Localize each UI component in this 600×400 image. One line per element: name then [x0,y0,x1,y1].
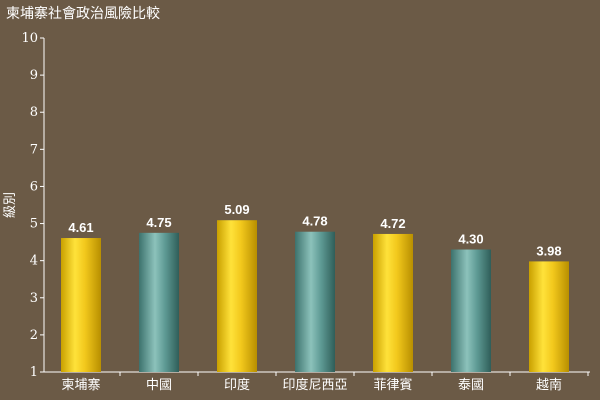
y-tick-label: 8 [30,105,38,120]
y-tick-label: 10 [21,31,38,46]
y-tick-label: 2 [30,328,38,343]
category-label: 柬埔寨 [61,377,100,393]
category-label: 越南 [536,377,562,393]
y-tick-label: 9 [30,68,38,83]
bars [61,220,569,372]
y-tick-label: 4 [30,254,38,269]
category-label: 中國 [146,378,172,393]
value-label: 4.61 [68,220,93,235]
value-label: 4.30 [458,232,483,247]
bar [139,232,179,372]
value-label: 4.75 [146,215,171,230]
value-label: 4.72 [380,216,405,231]
bar [529,261,569,372]
y-tick-label: 5 [30,217,38,232]
value-label: 5.09 [224,202,249,217]
category-label: 印度 [224,377,250,393]
bar [373,233,413,372]
category-label: 印度尼西亞 [282,377,347,393]
bar [451,249,491,372]
category-label: 菲律賓 [373,377,412,393]
bar [295,231,335,372]
bar [61,238,101,372]
y-tick-label: 6 [30,179,38,194]
y-tick-label: 3 [30,291,38,306]
value-label: 4.78 [302,214,327,229]
y-axis-label: 級別 [3,192,18,218]
chart-title: 柬埔寨社會政治風險比較 [6,6,160,22]
y-tick-label: 1 [30,365,38,380]
y-tick-label: 7 [30,142,38,157]
labels: 4.61 柬埔寨 4.75 中國 5.09 印度 4.78 印度尼西亞 4.72 菲律賓 4.30 泰… [61,202,562,393]
bar [217,220,257,372]
category-label: 泰國 [458,378,484,393]
value-label: 3.98 [536,243,561,258]
